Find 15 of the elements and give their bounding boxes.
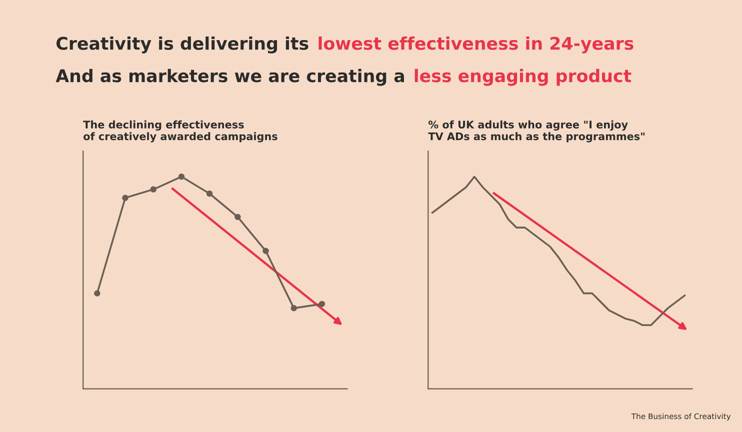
text: lowest effectiveness in 24-years [318,36,634,54]
point [122,194,128,201]
point [318,300,326,308]
text: less engaging product [414,68,632,86]
chart-title: % of UK adults who agree "I enjoy TV ADs as much as the programmes" [428,120,645,142]
point [150,186,156,193]
text: And as marketers we are creating a [56,68,404,86]
point [234,214,241,220]
point [178,174,185,180]
point [262,248,269,254]
point [290,305,297,312]
chart-title: The declining effectiveness of creatively awarded campaigns [83,120,278,142]
point [206,190,213,197]
text: Creativity is delivering its [56,36,308,54]
point [94,290,100,296]
